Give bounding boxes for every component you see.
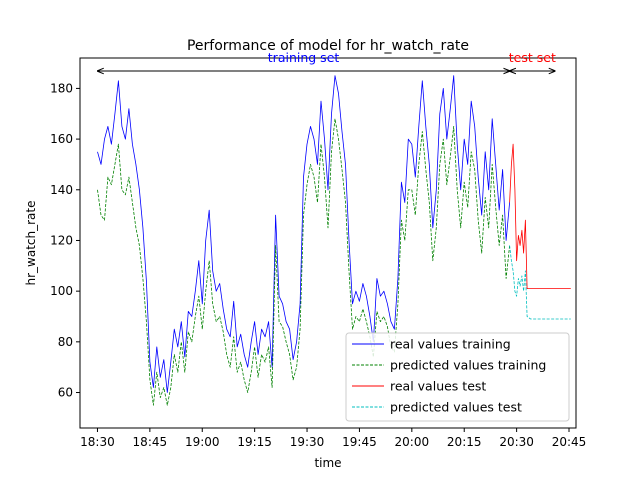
axes-frame <box>79 57 577 429</box>
annotation-label: training set <box>268 50 340 65</box>
legend-label: real values training <box>390 337 511 352</box>
legend-label: real values test <box>390 379 486 394</box>
x-tick-label: 19:15 <box>237 435 272 449</box>
x-tick-label: 18:45 <box>133 435 168 449</box>
y-axis-ticks: 60 80 100 120 140 160 180 <box>50 81 80 400</box>
y-tick-label: 60 <box>58 386 73 400</box>
plot-area: 18:30 18:45 19:00 19:15 19:30 19:45 20:00 20:15… <box>50 50 586 449</box>
series-line <box>509 245 571 320</box>
series-layer <box>97 75 571 406</box>
x-tick-label: 20:45 <box>552 435 587 449</box>
legend-label: predicted values test <box>390 400 522 415</box>
series-line <box>97 75 510 393</box>
legend: real values training predicted values tra… <box>345 332 570 422</box>
legend-box <box>345 332 570 422</box>
y-tick-label: 120 <box>50 233 73 247</box>
legend-label: predicted values training <box>390 358 546 373</box>
chart-title: Performance of model for hr_watch_rate <box>187 38 469 54</box>
x-axis-ticks: 18:30 18:45 19:00 19:15 19:30 19:45 20:00 20:15… <box>80 428 586 449</box>
x-tick-label: 19:45 <box>342 435 377 449</box>
y-tick-label: 80 <box>58 335 73 349</box>
x-tick-label: 20:30 <box>499 435 534 449</box>
x-tick-label: 20:00 <box>395 435 430 449</box>
set-annotations: training set test set <box>97 50 556 71</box>
y-tick-label: 160 <box>50 132 73 146</box>
annotation-label: test set <box>509 50 556 65</box>
x-tick-label: 19:00 <box>185 435 220 449</box>
x-tick-label: 18:30 <box>80 435 115 449</box>
x-tick-label: 19:30 <box>290 435 325 449</box>
x-tick-label: 20:15 <box>447 435 482 449</box>
y-tick-label: 100 <box>50 284 73 298</box>
series-line <box>509 143 571 290</box>
series-line <box>97 118 510 406</box>
x-axis-label: time <box>314 456 341 470</box>
y-axis-label: hr_watch_rate <box>24 201 38 286</box>
y-tick-label: 180 <box>50 81 73 95</box>
y-tick-label: 140 <box>50 183 73 197</box>
